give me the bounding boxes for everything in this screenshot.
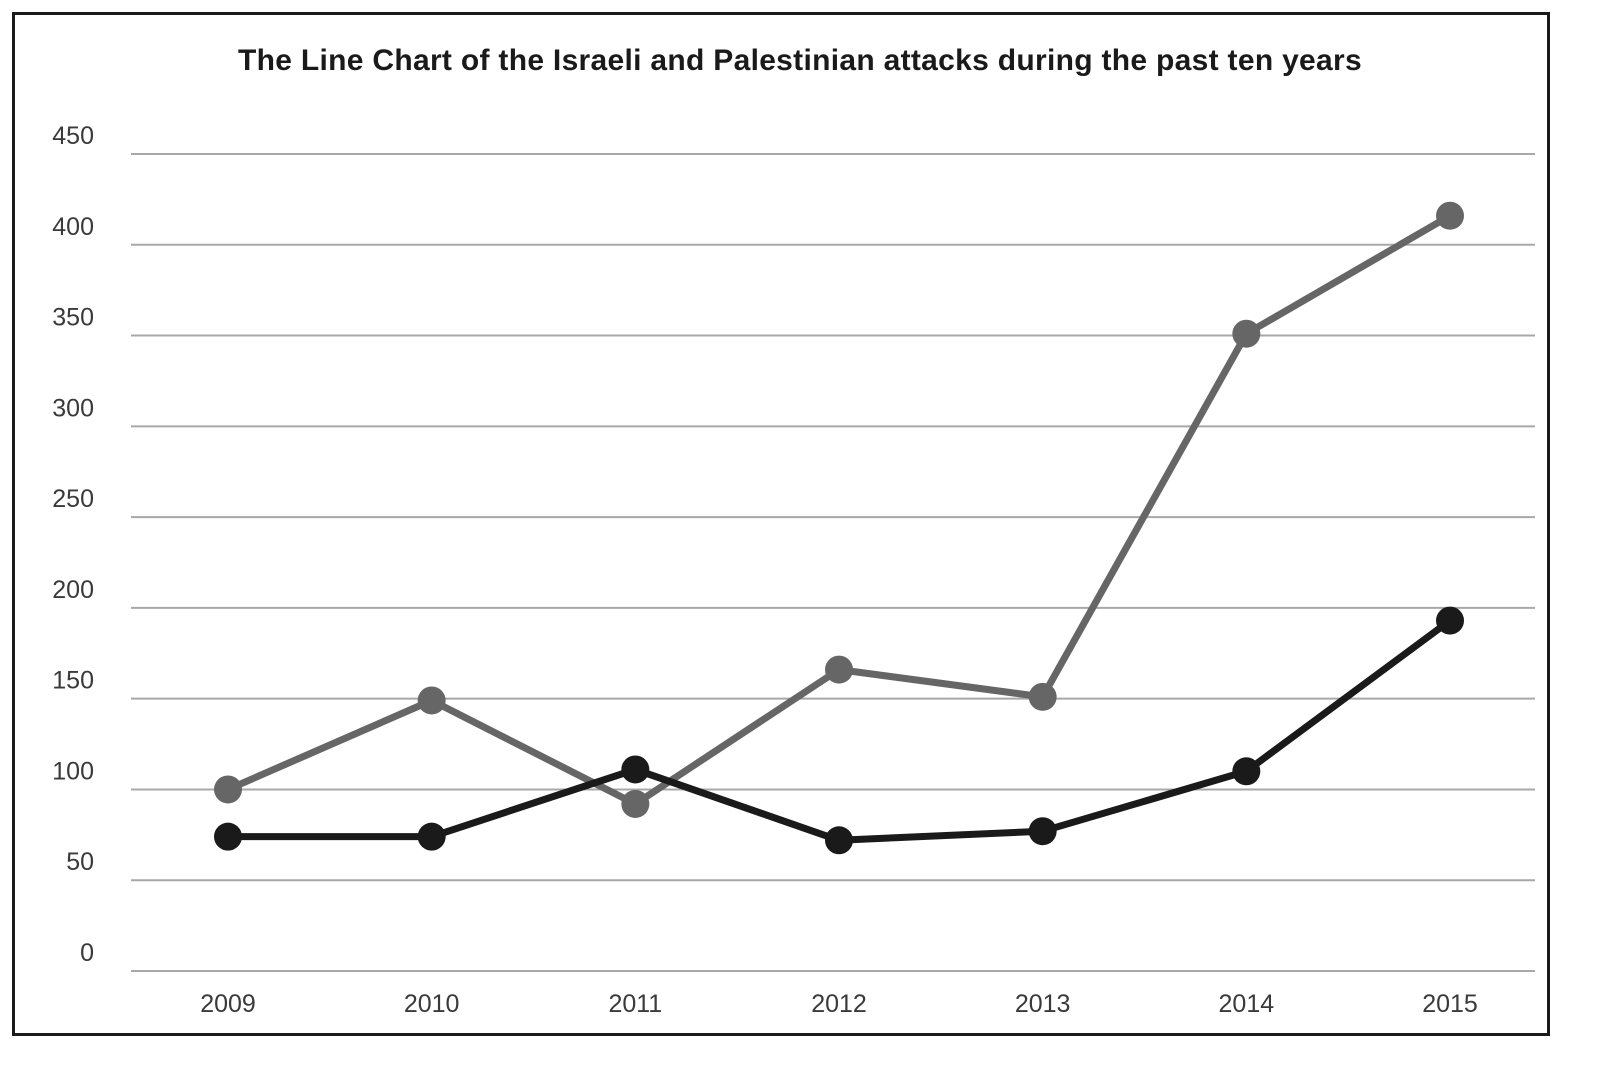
y-tick-label: 0 bbox=[80, 939, 94, 967]
data-point-series-1 bbox=[1232, 319, 1261, 348]
chart-title: The Line Chart of the Israeli and Palest… bbox=[238, 44, 1362, 77]
data-point-series-2 bbox=[214, 822, 242, 851]
y-tick-label: 450 bbox=[52, 122, 94, 150]
x-tick-label: 2012 bbox=[811, 990, 867, 1018]
data-point-series-2 bbox=[417, 822, 446, 851]
x-tick-label: 2015 bbox=[1422, 990, 1478, 1018]
x-tick-label: 2014 bbox=[1219, 990, 1275, 1018]
data-point-series-1 bbox=[1028, 682, 1057, 711]
series-points bbox=[214, 201, 1464, 855]
y-tick-label: 250 bbox=[52, 485, 94, 513]
y-tick-label: 150 bbox=[52, 667, 94, 695]
y-tick-label: 50 bbox=[66, 848, 94, 876]
data-point-series-2 bbox=[1028, 817, 1057, 846]
x-tick-label: 2011 bbox=[608, 990, 662, 1018]
y-axis-ticks: 0 50 100 150 200 250 300 350 400 450 bbox=[52, 122, 94, 967]
y-tick-label: 400 bbox=[52, 213, 94, 241]
data-point-series-2 bbox=[1436, 606, 1464, 635]
x-tick-label: 2010 bbox=[404, 990, 460, 1018]
y-tick-label: 350 bbox=[52, 304, 94, 332]
data-point-series-2 bbox=[825, 826, 853, 855]
chart-frame bbox=[12, 12, 1550, 1036]
data-point-series-1 bbox=[214, 775, 242, 804]
gridlines bbox=[131, 153, 1535, 972]
y-tick-label: 100 bbox=[52, 757, 94, 785]
x-axis-ticks: 2009 2010 2011 2012 2013 2014 2015 bbox=[200, 990, 1478, 1018]
data-point-series-2 bbox=[621, 755, 650, 784]
data-point-series-2 bbox=[1232, 757, 1261, 786]
data-point-series-1 bbox=[1436, 201, 1464, 230]
series-lines bbox=[226, 212, 1453, 844]
data-point-series-1 bbox=[825, 655, 853, 684]
series-line-2 bbox=[228, 617, 1453, 844]
x-tick-label: 2013 bbox=[1015, 990, 1071, 1018]
data-point-series-1 bbox=[417, 686, 446, 715]
data-point-series-1 bbox=[621, 789, 650, 818]
series-line-1 bbox=[226, 212, 1452, 808]
x-tick-label: 2009 bbox=[200, 990, 256, 1018]
y-tick-label: 200 bbox=[52, 576, 94, 604]
y-tick-label: 300 bbox=[52, 394, 94, 422]
